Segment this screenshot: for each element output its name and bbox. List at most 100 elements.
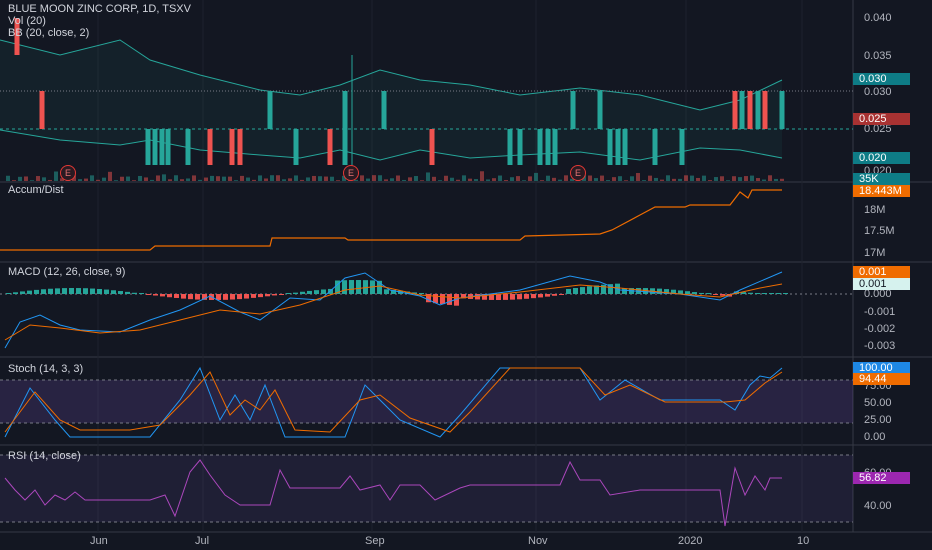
macd-histogram-bar <box>167 294 172 298</box>
volume-bar <box>120 176 124 181</box>
macd-histogram-bar <box>692 292 697 294</box>
candle <box>145 129 151 165</box>
candle <box>779 91 785 129</box>
volume-bar <box>396 175 400 181</box>
volume-bar <box>84 178 88 181</box>
volume-bar <box>108 171 112 181</box>
volume-bar <box>468 178 472 181</box>
rsi-legend[interactable]: RSI (14, close) <box>8 450 81 462</box>
symbol-title[interactable]: BLUE MOON ZINC CORP, 1D, TSXV <box>8 3 191 15</box>
rsi-label[interactable]: RSI (14, close) <box>8 450 81 462</box>
candle <box>185 129 191 165</box>
price-tick: 0.035 <box>864 50 892 62</box>
macd-histogram-bar <box>503 294 508 300</box>
price-badge-bb-lower: 0.020 <box>853 152 910 164</box>
volume-bar <box>552 177 556 181</box>
stoch-label[interactable]: Stoch (14, 3, 3) <box>8 363 84 375</box>
candle <box>381 91 387 129</box>
volume-bar <box>372 175 376 181</box>
volume-bar <box>450 177 454 181</box>
macd-label[interactable]: MACD (12, 26, close, 9) <box>8 266 126 278</box>
macd-histogram-bar <box>244 294 249 299</box>
volume-bar <box>156 175 160 181</box>
macd-histogram-bar <box>566 288 571 294</box>
candle <box>517 129 523 165</box>
x-axis-label: Sep <box>365 535 385 547</box>
rsi-band <box>0 455 853 522</box>
price-badge-bb-upper: 0.030 <box>853 73 910 85</box>
macd-histogram-bar <box>300 291 305 294</box>
volume-bar <box>78 179 82 181</box>
volume-bar <box>288 178 292 181</box>
volume-bar <box>42 177 46 181</box>
bollinger-indicator-label[interactable]: BB (20, close, 2) <box>8 27 90 39</box>
earnings-marker[interactable]: E <box>343 165 359 181</box>
macd-histogram-bar <box>426 294 431 303</box>
candle <box>14 18 20 55</box>
volume-bar <box>252 179 256 181</box>
stoch-legend[interactable]: Stoch (14, 3, 3) <box>8 363 83 375</box>
macd-histogram-bar <box>230 294 235 300</box>
volume-bar <box>228 176 232 181</box>
macd-pane <box>0 271 853 349</box>
volume-bar <box>6 175 10 181</box>
candle <box>39 91 45 129</box>
volume-bar <box>294 175 298 181</box>
macd-histogram-bar <box>440 294 445 305</box>
macd-histogram-bar <box>139 293 144 294</box>
volume-bar <box>618 176 622 181</box>
macd-histogram-bar <box>559 294 564 295</box>
volume-bar <box>198 179 202 181</box>
candle <box>762 91 768 129</box>
candle <box>679 129 685 165</box>
volume-indicator-label[interactable]: Vol (20) <box>8 15 46 27</box>
rsi-badge: 56.82 <box>853 472 910 484</box>
volume-bar <box>168 179 172 181</box>
accum-dist-label[interactable]: Accum/Dist <box>8 184 64 196</box>
volume-bar <box>444 175 448 181</box>
macd-legend[interactable]: MACD (12, 26, close, 9) <box>8 266 125 278</box>
volume-bar <box>504 180 508 181</box>
accum-legend[interactable]: Accum/Dist <box>8 184 64 196</box>
macd-histogram-bar <box>27 290 32 294</box>
volume-bar <box>378 175 382 181</box>
macd-histogram-bar <box>545 294 550 297</box>
volume-bar <box>648 175 652 181</box>
price-legend[interactable]: BLUE MOON ZINC CORP, 1D, TSXV Vol (20) B… <box>8 3 191 39</box>
stoch-pane <box>0 366 853 438</box>
signal-line <box>4 283 783 341</box>
macd-tick: -0.002 <box>864 323 896 335</box>
macd-tick: 0.000 <box>864 288 892 300</box>
volume-bar <box>678 178 682 181</box>
macd-histogram-bar <box>272 294 277 296</box>
macd-histogram-bar <box>321 289 326 294</box>
accum-tick: 17M <box>864 247 886 259</box>
macd-histogram-bar <box>405 291 410 294</box>
macd-histogram-bar <box>748 292 753 294</box>
volume-bar <box>540 180 544 181</box>
macd-histogram-bar <box>34 289 39 294</box>
price-tick: 0.030 <box>864 86 892 98</box>
candle <box>747 91 753 129</box>
x-axis-label: Nov <box>528 535 548 547</box>
macd-histogram-bar <box>531 294 536 299</box>
volume-bar <box>522 180 526 181</box>
volume-bar <box>366 178 370 181</box>
volume-bar <box>498 175 502 181</box>
macd-histogram-bar <box>363 280 368 294</box>
macd-histogram-bar <box>433 294 438 304</box>
volume-bar <box>258 175 262 181</box>
macd-tick: -0.001 <box>864 306 896 318</box>
volume-bar <box>48 179 52 181</box>
macd-histogram-bar <box>41 289 46 294</box>
macd-histogram-bar <box>594 285 599 294</box>
volume-bar <box>414 176 418 181</box>
macd-histogram-bar <box>524 294 529 299</box>
volume-bar <box>240 175 244 181</box>
earnings-marker[interactable]: E <box>60 165 76 181</box>
earnings-marker[interactable]: E <box>570 165 586 181</box>
volume-bar <box>150 179 154 181</box>
macd-histogram-bar <box>720 294 725 296</box>
macd-histogram-bar <box>293 292 298 294</box>
